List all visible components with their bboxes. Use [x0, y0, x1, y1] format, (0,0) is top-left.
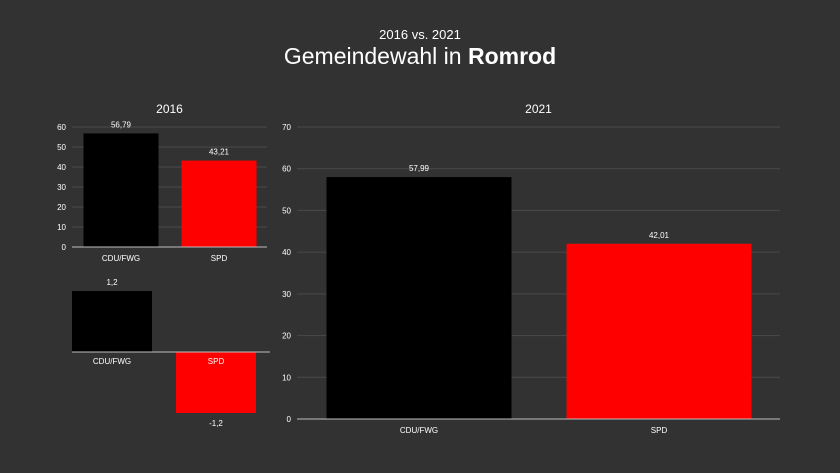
- chart-subtitle: 2016 vs. 2021: [379, 27, 461, 42]
- chart2016-bar-spd: [181, 160, 257, 247]
- chart2021-category-label-0: CDU/FWG: [400, 426, 438, 435]
- chart2016-bar-cdufwg: [83, 133, 159, 247]
- chart2016-ytick-50: 50: [57, 143, 66, 152]
- chart2016-value-label-0: 56,79: [111, 120, 132, 129]
- chart2021-value-label-1: 42,01: [649, 231, 670, 240]
- chart2021-bar-cdufwg: [326, 177, 512, 419]
- title-place: Romrod: [467, 43, 557, 69]
- chart2021-ytick-30: 30: [282, 290, 291, 299]
- chart2021-title: 2021: [525, 102, 552, 116]
- chart2016-ytick-60: 60: [57, 123, 66, 132]
- diff-bar-cdufwg: [72, 291, 152, 352]
- chart2021-ytick-40: 40: [282, 248, 291, 257]
- chart2021-ytick-0: 0: [287, 415, 292, 424]
- chart2021-ytick-20: 20: [282, 332, 291, 341]
- chart2021-ytick-60: 60: [282, 165, 291, 174]
- chart2021-category-label-1: SPD: [651, 426, 668, 435]
- chart2016-ytick-10: 10: [57, 223, 66, 232]
- diff-category-label-1: SPD: [208, 357, 225, 366]
- chart2021-ytick-50: 50: [282, 206, 291, 215]
- chart2021-value-label-0: 57,99: [409, 164, 430, 173]
- chart2016-category-label-1: SPD: [211, 254, 228, 263]
- chart2016-ytick-20: 20: [57, 203, 66, 212]
- chart2016-value-label-1: 43,21: [209, 148, 230, 157]
- chart2016-title: 2016: [156, 102, 183, 116]
- chart2021-ytick-10: 10: [282, 373, 291, 382]
- diff-category-label-0: CDU/FWG: [93, 357, 131, 366]
- chart2016-ytick-0: 0: [62, 243, 67, 252]
- chart2021-bar-spd: [566, 243, 752, 419]
- chart2016-ytick-40: 40: [57, 163, 66, 172]
- diff-value-label-1: -1,2: [209, 419, 223, 428]
- chart2016-ytick-30: 30: [57, 183, 66, 192]
- diff-bar-spd: [176, 352, 256, 413]
- diff-value-label-0: 1,2: [106, 278, 118, 287]
- chart2021-ytick-70: 70: [282, 123, 291, 132]
- chart2016-category-label-0: CDU/FWG: [102, 254, 140, 263]
- chart-title: Gemeindewahl in Romrod: [0, 43, 840, 70]
- title-prefix: Gemeindewahl in: [283, 43, 468, 69]
